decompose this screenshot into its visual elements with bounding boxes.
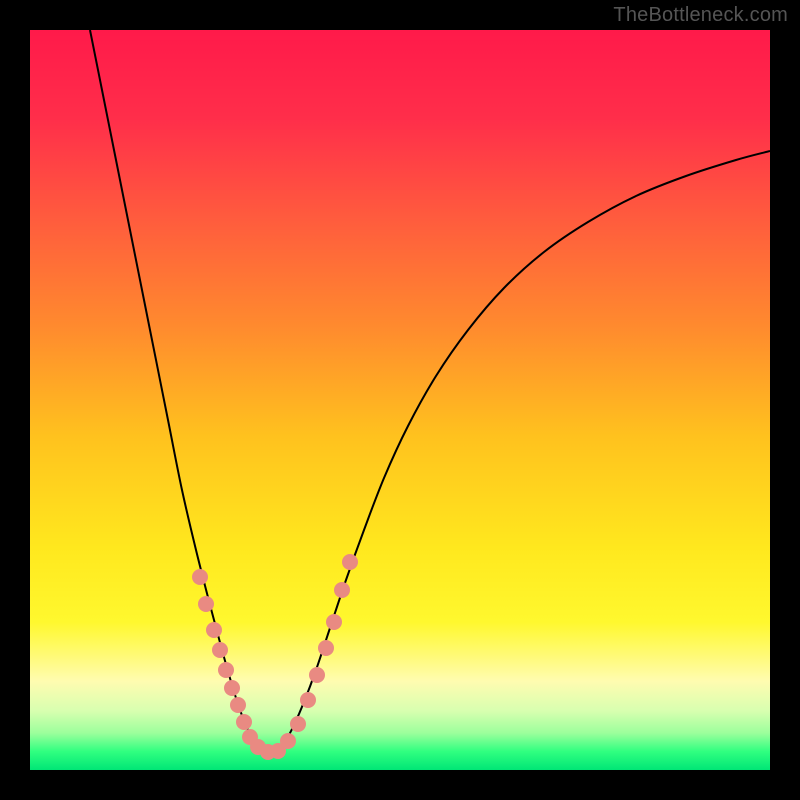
marker-point	[290, 716, 306, 732]
marker-point	[212, 642, 228, 658]
marker-point	[230, 697, 246, 713]
marker-point	[206, 622, 222, 638]
curve-left-branch	[90, 30, 260, 750]
marker-point	[198, 596, 214, 612]
marker-point	[309, 667, 325, 683]
marker-point	[326, 614, 342, 630]
chart-overlay	[30, 30, 770, 770]
marker-point	[218, 662, 234, 678]
chart-plot-area	[30, 30, 770, 770]
watermark-text: TheBottleneck.com	[613, 4, 788, 27]
marker-point	[300, 692, 316, 708]
marker-point	[192, 569, 208, 585]
curve-right-branch	[278, 151, 770, 750]
markers-group	[192, 554, 358, 760]
marker-point	[236, 714, 252, 730]
marker-point	[280, 733, 296, 749]
marker-point	[342, 554, 358, 570]
marker-point	[318, 640, 334, 656]
marker-point	[334, 582, 350, 598]
marker-point	[224, 680, 240, 696]
